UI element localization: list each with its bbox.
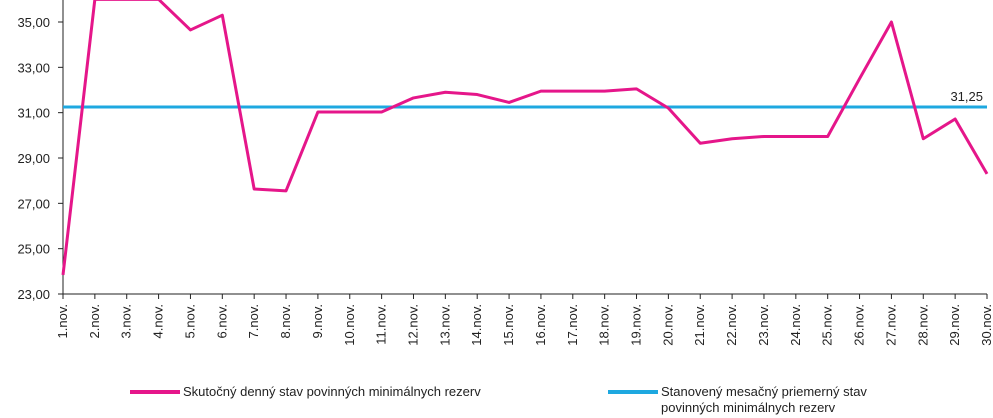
x-tick-label: 4.nov.	[151, 304, 166, 338]
x-tick-label: 1.nov.	[55, 304, 70, 338]
y-tick-label: 35,00	[17, 15, 50, 30]
x-tick-label: 13.nov.	[437, 304, 452, 346]
x-tick-label: 29.nov.	[947, 304, 962, 346]
x-tick-label: 25.nov.	[820, 304, 835, 346]
y-tick-label: 25,00	[17, 242, 50, 257]
x-tick-label: 28.nov.	[915, 304, 930, 346]
x-tick-label: 12.nov.	[405, 304, 420, 346]
x-tick-label: 10.nov.	[342, 304, 357, 346]
y-tick-label: 29,00	[17, 151, 50, 166]
x-tick-label: 27.nov.	[883, 304, 898, 346]
x-tick-label: 14.nov.	[469, 304, 484, 346]
x-tick-label: 17.nov.	[565, 304, 580, 346]
legend-label: Skutočný denný stav povinných minimálnyc…	[183, 384, 481, 399]
x-tick-label: 15.nov.	[501, 304, 516, 346]
legend-label: Stanovený mesačný priemerný stav povinný…	[661, 384, 867, 415]
x-tick-label: 21.nov.	[692, 304, 707, 346]
x-tick-label: 20.nov.	[660, 304, 675, 346]
x-tick-label: 5.nov.	[182, 304, 197, 338]
y-tick-label: 31,00	[17, 106, 50, 121]
x-tick-label: 3.nov.	[119, 304, 134, 338]
reference-label: 31,25	[950, 89, 983, 104]
x-tick-label: 8.nov.	[278, 304, 293, 338]
x-tick-label: 2.nov.	[87, 304, 102, 338]
x-tick-label: 11.nov.	[374, 304, 389, 345]
x-tick-label: 6.nov.	[214, 304, 229, 338]
data-line	[61, 0, 989, 276]
y-tick-label: 27,00	[17, 196, 50, 211]
x-tick-label: 26.nov.	[852, 304, 867, 346]
x-tick-label: 22.nov.	[724, 304, 739, 346]
y-tick-label: 33,00	[17, 60, 50, 75]
x-tick-label: 18.nov.	[597, 304, 612, 346]
x-tick-label: 16.nov.	[533, 304, 548, 346]
x-tick-label: 9.nov.	[310, 304, 325, 338]
x-tick-label: 19.nov.	[629, 304, 644, 346]
x-tick-label: 7.nov.	[246, 304, 261, 338]
x-tick-label: 24.nov.	[788, 304, 803, 346]
y-tick-label: 23,00	[17, 287, 50, 302]
x-tick-label: 30.nov.	[979, 304, 993, 346]
x-tick-label: 23.nov.	[756, 304, 771, 346]
